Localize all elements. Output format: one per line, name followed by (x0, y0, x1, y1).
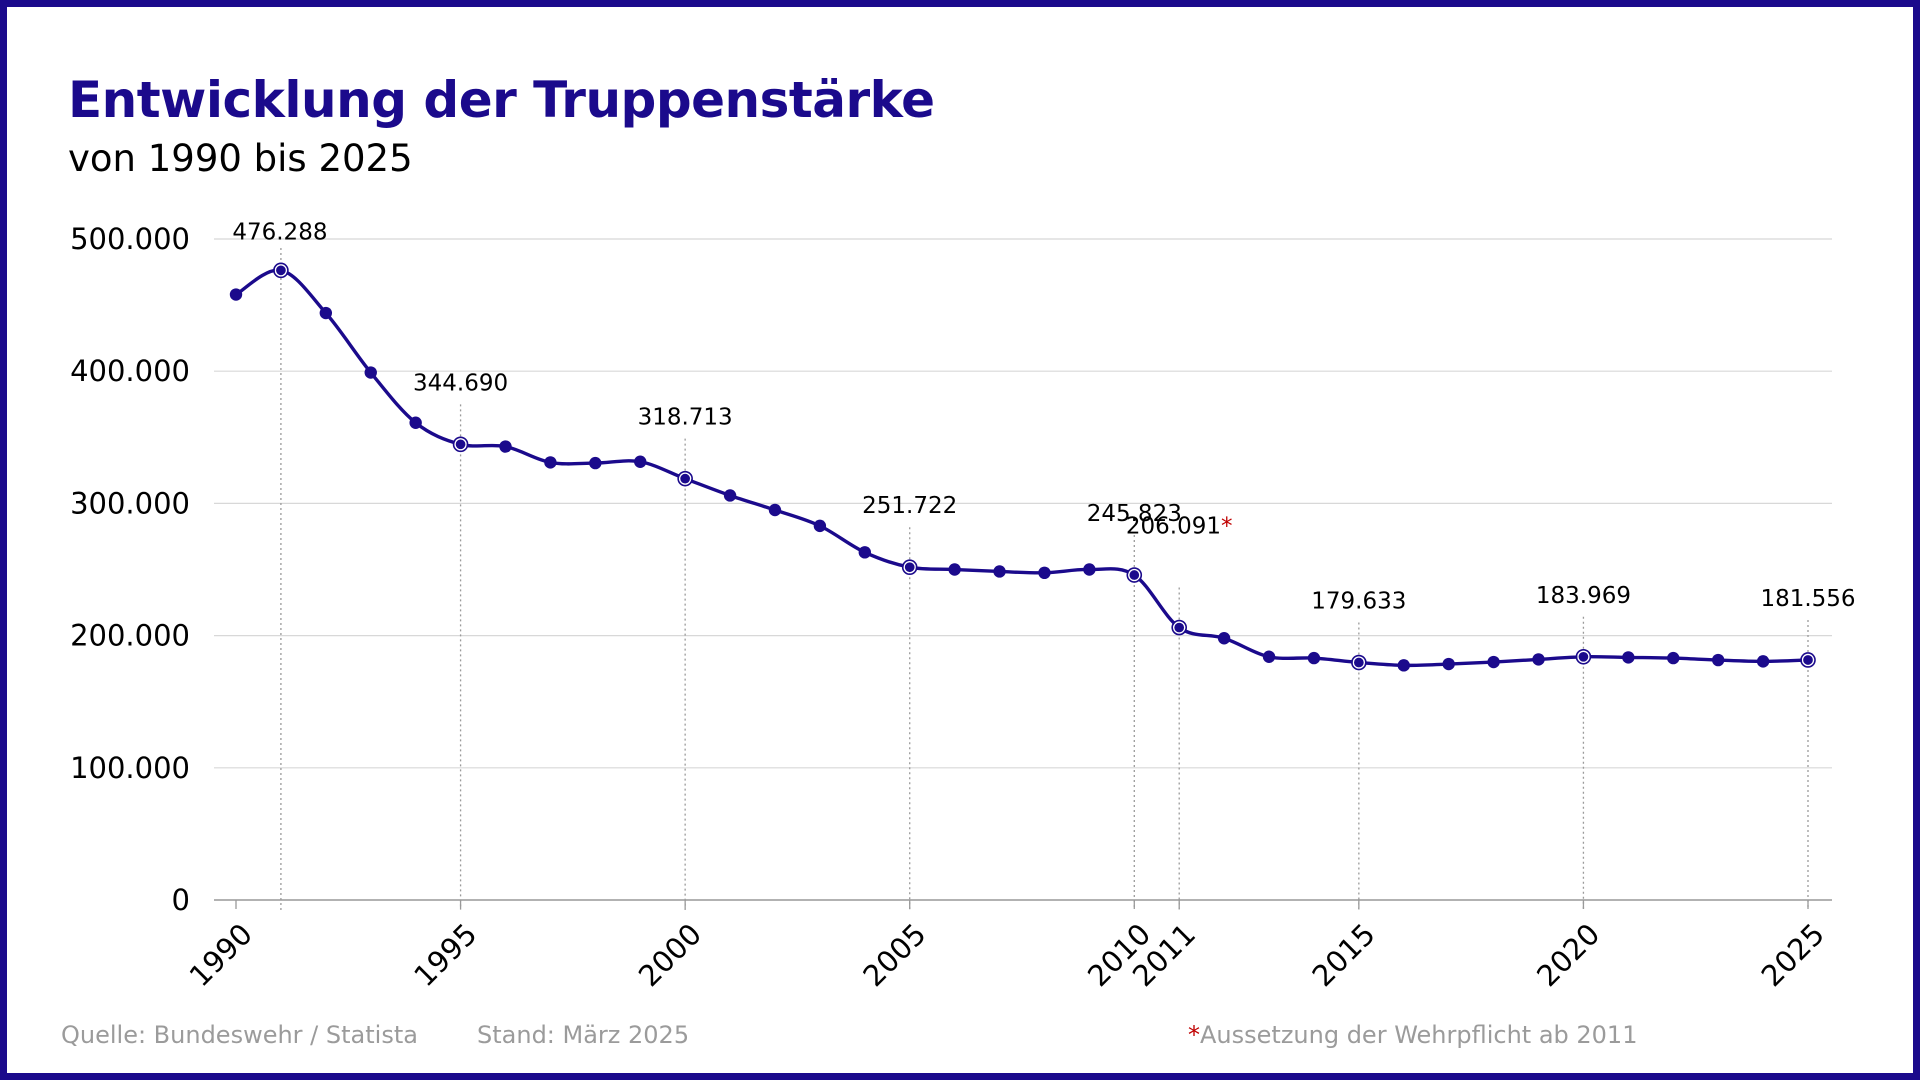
data-point (1667, 651, 1680, 665)
data-point (634, 455, 647, 468)
data-point (454, 438, 467, 451)
chart-subtitle: von 1990 bis 2025 (68, 137, 413, 180)
data-point-ring (1575, 648, 1592, 665)
data-point (1352, 656, 1366, 669)
data-point (499, 440, 512, 453)
value-label: 318.713 (638, 405, 733, 431)
data-point (1442, 657, 1455, 671)
value-label: 476.288 (232, 219, 327, 245)
x-tick-label: 2000 (632, 917, 708, 993)
data-point (1397, 659, 1410, 672)
data-point (1756, 655, 1770, 668)
x-tick-label: 2015 (1306, 917, 1382, 993)
data-point (1217, 632, 1231, 645)
data-point (364, 366, 377, 379)
data-point (409, 416, 422, 429)
value-label: 179.633 (1311, 589, 1406, 615)
data-point (948, 563, 961, 576)
y-tick-label: 200.000 (70, 619, 190, 653)
y-tick-label: 500.000 (70, 222, 190, 256)
data-point (1577, 650, 1590, 663)
data-point (1262, 650, 1276, 663)
value-label: 206.091* (1126, 514, 1233, 540)
value-label: 344.690 (413, 370, 508, 396)
value-label: 183.969 (1536, 583, 1631, 609)
data-point (1801, 653, 1815, 667)
data-point (1622, 651, 1635, 664)
x-tick-label: 2025 (1755, 917, 1831, 993)
data-point-ring (1800, 652, 1816, 668)
data-point (319, 306, 333, 320)
data-point (1038, 566, 1051, 580)
x-tick-label: 1990 (183, 917, 259, 993)
note-text: Aussetzung der Wehrpflicht ab 2011 (1200, 1021, 1638, 1049)
data-point-ring (901, 559, 918, 576)
note-asterisk: * (1188, 1021, 1200, 1049)
data-point-ring (1351, 654, 1367, 671)
x-tick-label: 2020 (1530, 917, 1606, 993)
x-tick-label: 2005 (856, 917, 932, 993)
data-point-ring (452, 436, 469, 453)
chart-title: Entwicklung der Truppenstärke (68, 71, 935, 129)
conscription-note: *Aussetzung der Wehrpflicht ab 2011 (1188, 1021, 1637, 1049)
data-point-ring (1171, 619, 1187, 636)
data-point (768, 503, 782, 517)
data-point (274, 264, 288, 277)
data-point-ring (1126, 567, 1143, 583)
data-point (1487, 655, 1500, 669)
y-tick-label: 0 (172, 883, 190, 917)
data-point (1128, 568, 1141, 582)
data-point (544, 456, 557, 469)
data-point (993, 565, 1006, 578)
data-point (1711, 653, 1725, 667)
value-label: 245.823 (1087, 501, 1182, 527)
source-note: Quelle: Bundeswehr / Statista (61, 1021, 418, 1049)
data-point (678, 472, 692, 485)
data-point (1307, 651, 1321, 665)
y-tick-label: 400.000 (70, 354, 190, 388)
x-tick-label: 1995 (407, 917, 483, 993)
value-label: 181.556 (1760, 586, 1855, 612)
value-label-asterisk: * (1221, 514, 1233, 540)
data-point (229, 288, 243, 301)
data-point (1083, 563, 1096, 576)
date-note: Stand: März 2025 (477, 1021, 690, 1049)
y-tick-label: 300.000 (70, 486, 190, 520)
data-point (1532, 653, 1545, 666)
value-label: 251.722 (862, 493, 957, 519)
data-point-ring (273, 262, 289, 279)
data-point (903, 561, 916, 574)
data-point (813, 519, 827, 533)
data-point-ring (677, 470, 693, 487)
data-point (589, 456, 602, 470)
data-point (723, 489, 737, 502)
y-tick-label: 100.000 (70, 751, 190, 785)
data-point (1173, 621, 1186, 634)
data-point (858, 546, 871, 559)
